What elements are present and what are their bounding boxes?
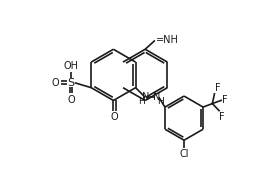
Text: F: F: [222, 95, 228, 105]
Text: OH: OH: [63, 61, 78, 71]
Text: O: O: [51, 78, 59, 88]
Text: S: S: [68, 78, 75, 88]
Text: N: N: [142, 92, 149, 102]
Text: N: N: [153, 92, 160, 102]
Text: O: O: [67, 95, 75, 105]
Text: H: H: [138, 97, 145, 106]
Text: F: F: [219, 112, 225, 122]
Text: Cl: Cl: [179, 149, 189, 159]
Text: =NH: =NH: [156, 35, 179, 44]
Text: O: O: [111, 112, 118, 122]
Text: H: H: [157, 97, 164, 106]
Text: F: F: [215, 83, 220, 93]
